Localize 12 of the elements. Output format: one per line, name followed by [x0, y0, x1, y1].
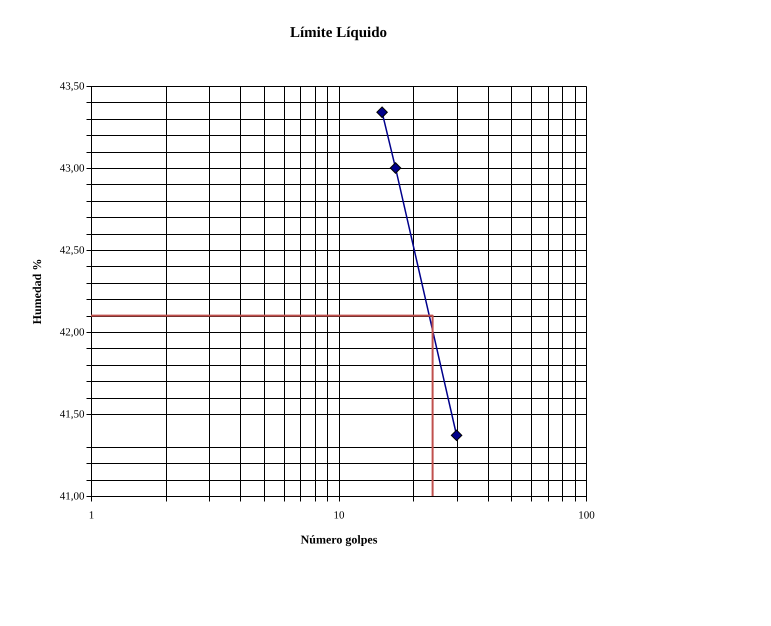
x-tick-label: 1 [88, 510, 94, 522]
chart-title: Límite Líquido [290, 25, 388, 41]
y-tick-label: 43,00 [60, 162, 85, 174]
x-axis-title: Número golpes [300, 532, 378, 546]
y-tick-label: 41,00 [60, 490, 85, 502]
x-tick-label: 100 [578, 510, 596, 522]
y-axis-title: Humedad % [30, 258, 44, 324]
y-tick-label: 41,50 [60, 408, 85, 420]
x-tick-label: 10 [334, 510, 345, 522]
y-tick-label: 42,00 [60, 326, 85, 338]
y-tick-label: 42,50 [60, 244, 85, 256]
y-tick-label: 43,50 [60, 80, 85, 92]
